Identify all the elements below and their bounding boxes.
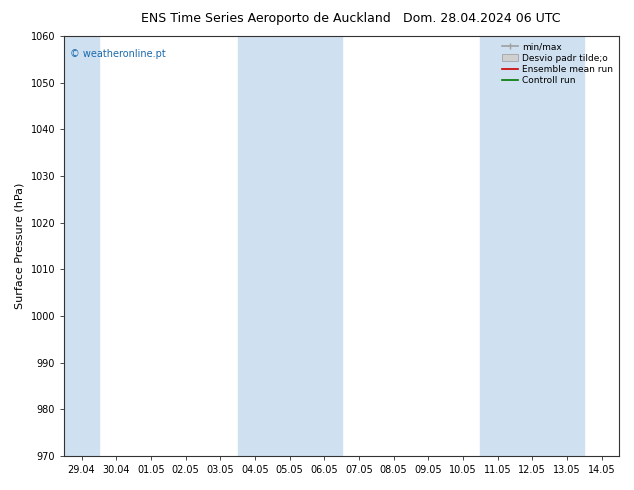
- Y-axis label: Surface Pressure (hPa): Surface Pressure (hPa): [15, 183, 25, 309]
- Legend: min/max, Desvio padr tilde;o, Ensemble mean run, Controll run: min/max, Desvio padr tilde;o, Ensemble m…: [498, 39, 616, 89]
- Text: ENS Time Series Aeroporto de Auckland: ENS Time Series Aeroporto de Auckland: [141, 12, 391, 25]
- Text: © weatheronline.pt: © weatheronline.pt: [70, 49, 165, 59]
- Bar: [64, 36, 99, 456]
- Bar: [481, 36, 585, 456]
- Text: Dom. 28.04.2024 06 UTC: Dom. 28.04.2024 06 UTC: [403, 12, 560, 25]
- Bar: [238, 36, 342, 456]
